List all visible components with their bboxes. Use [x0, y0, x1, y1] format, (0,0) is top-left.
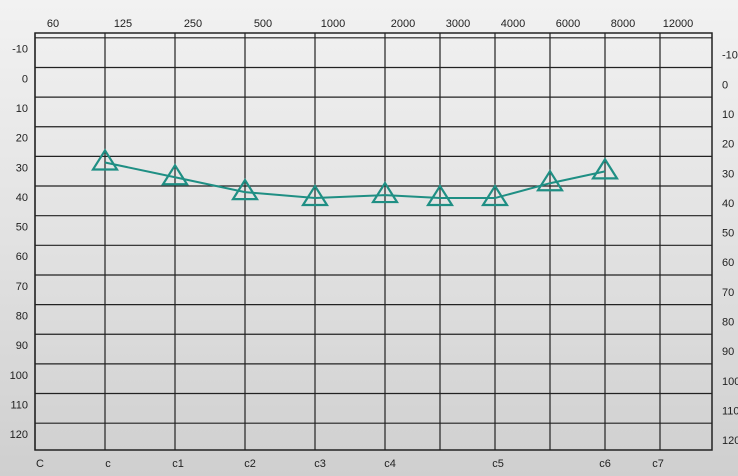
- note-label: C: [36, 458, 44, 470]
- y-tick-label: 110: [10, 399, 28, 411]
- note-label: c6: [599, 458, 611, 470]
- y-tick-label-right: 120: [722, 435, 738, 447]
- x-tick-label: 2000: [391, 18, 415, 30]
- y-tick-label-right: 90: [722, 346, 734, 358]
- y-tick-label: 0: [22, 73, 28, 85]
- y-tick-label-right: 10: [722, 109, 734, 121]
- y-tick-label-right: 70: [722, 287, 734, 299]
- x-tick-label: 4000: [501, 18, 525, 30]
- y-tick-label-right: 0: [722, 79, 728, 91]
- y-tick-label-right: 40: [722, 198, 734, 210]
- note-label: c5: [492, 458, 504, 470]
- x-tick-label: 6000: [556, 18, 580, 30]
- x-tick-label: 12000: [663, 18, 694, 30]
- y-tick-label: 10: [16, 103, 28, 115]
- x-tick-label: 8000: [611, 18, 635, 30]
- x-tick-label: 250: [184, 18, 202, 30]
- x-tick-label: 1000: [321, 18, 345, 30]
- y-tick-label-right: 50: [722, 228, 734, 240]
- y-tick-label-right: 110: [722, 405, 738, 417]
- x-tick-label: 125: [114, 18, 132, 30]
- y-tick-label: 30: [16, 162, 28, 174]
- x-tick-label: 3000: [446, 18, 470, 30]
- y-tick-label: 70: [16, 281, 28, 293]
- y-tick-label: 20: [16, 133, 28, 145]
- y-tick-label: 40: [16, 192, 28, 204]
- note-label: c1: [172, 458, 184, 470]
- y-tick-label: -10: [12, 44, 28, 56]
- audiogram: -10 -10 0 0 10 10 20 20 30 30 40 40 50 50 60 60 70 70 80 80…: [0, 0, 738, 476]
- y-tick-label: 100: [10, 370, 28, 382]
- note-label: c3: [314, 458, 326, 470]
- y-tick-label-right: 100: [722, 376, 738, 388]
- y-tick-label-right: 60: [722, 257, 734, 269]
- y-tick-label-right: 20: [722, 139, 734, 151]
- paper: [0, 0, 738, 476]
- y-tick-label: 80: [16, 311, 28, 323]
- y-tick-label: 90: [16, 340, 28, 352]
- y-tick-label-right: 30: [722, 168, 734, 180]
- y-tick-label-right: -10: [722, 50, 738, 62]
- x-tick-label: 60: [47, 18, 59, 30]
- y-tick-label-right: 80: [722, 317, 734, 329]
- x-tick-label: 500: [254, 18, 272, 30]
- note-label: c4: [384, 458, 396, 470]
- y-tick-label: 120: [10, 429, 28, 441]
- y-tick-label: 60: [16, 251, 28, 263]
- note-label: c7: [652, 458, 664, 470]
- note-label: c2: [244, 458, 256, 470]
- note-label: c: [105, 458, 111, 470]
- y-tick-label: 50: [16, 222, 28, 234]
